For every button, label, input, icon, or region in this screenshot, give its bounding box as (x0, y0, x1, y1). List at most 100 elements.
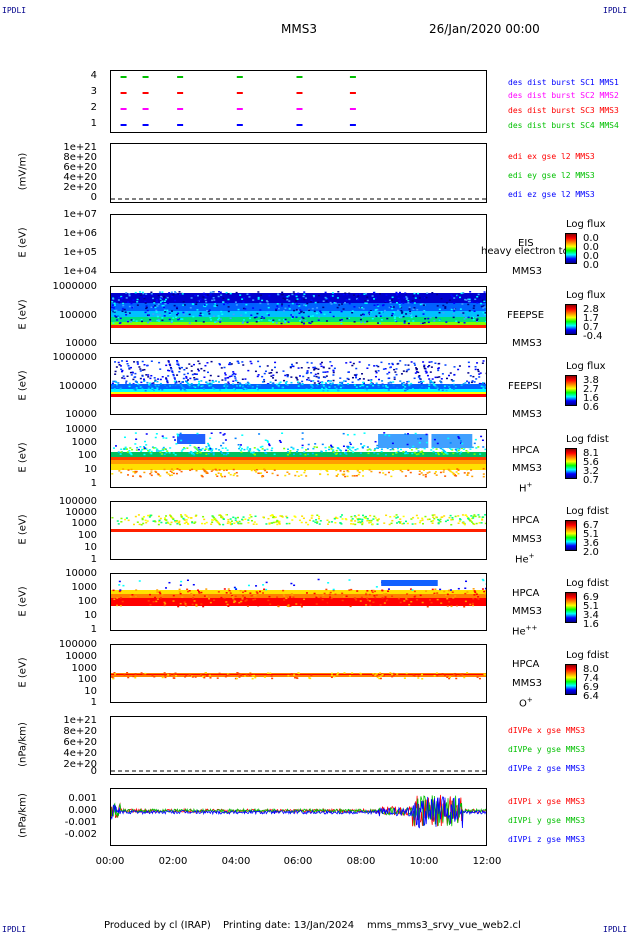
spectrogram-pixel (482, 382, 485, 384)
spectrogram-pixel (206, 382, 209, 385)
spectrogram-pixel (318, 382, 321, 385)
tick-label: -0.002 (64, 829, 97, 840)
spectrogram-pixel (116, 597, 119, 599)
spectrogram-pixel (264, 439, 267, 441)
spectrogram-pixel (380, 318, 383, 321)
spectrogram-pixel (205, 446, 208, 448)
tick-label: 10000 (65, 568, 97, 579)
spectrogram-pixel (410, 518, 413, 520)
spectrogram-pixel (133, 388, 136, 391)
spectrogram-pixel (326, 298, 329, 300)
burst-marker (296, 108, 303, 110)
spectrogram-pixel (345, 299, 348, 301)
spacecraft-label: MMS3 (512, 534, 542, 545)
spectrogram-pixel (238, 601, 241, 604)
spectrogram-pixel (361, 520, 364, 523)
spectrogram-pixel (201, 675, 204, 678)
spectrogram-pixel (371, 317, 374, 320)
spectrogram-pixel (329, 301, 332, 304)
spectrogram-pixel (160, 449, 163, 452)
spectrogram-pixel (430, 601, 433, 604)
spectrogram-pixel (361, 384, 364, 386)
spectrogram-pixel (173, 377, 176, 379)
spectrogram-pixel (193, 522, 196, 525)
spectrogram-pixel (285, 380, 288, 383)
spectrogram-pixel (263, 378, 266, 381)
spectrogram-pixel (470, 515, 473, 517)
spectrogram-pixel (213, 599, 216, 601)
spectrogram-pixel (413, 362, 416, 365)
spectrogram-pixel (168, 312, 171, 314)
spectrogram-pixel (152, 300, 155, 303)
spectrogram-pixel (235, 380, 238, 382)
spectrogram-pixel (203, 522, 206, 525)
spectrogram-pixel (119, 589, 122, 591)
tick-label: 10000 (65, 338, 97, 349)
spectrogram-pixel (196, 452, 199, 455)
spectrogram-pixel (222, 301, 225, 303)
spectrogram-pixel (193, 378, 196, 381)
spectrogram-pixel (267, 306, 270, 309)
spectrogram-pixel (197, 360, 200, 362)
spectrogram-pixel (376, 447, 379, 449)
spectrogram-pixel (244, 308, 247, 310)
spectrogram-pixel (295, 362, 298, 364)
spectrogram-pixel (147, 449, 150, 452)
spectrogram-pixel (171, 320, 174, 322)
spectrogram-pixel (481, 518, 484, 520)
spectrogram-pixel (161, 317, 164, 319)
spectrogram-pixel (365, 592, 368, 594)
spectrogram-pixel (172, 373, 175, 376)
spectrogram-pixel (169, 514, 172, 516)
spectrogram-pixel (368, 522, 371, 524)
spectrogram-pixel (400, 316, 403, 319)
spectrogram-pixel (143, 453, 146, 456)
spectrogram-pixel (379, 604, 382, 606)
spectrogram-pixel (394, 320, 397, 322)
spectrogram-pixel (430, 380, 433, 383)
spectrogram-pixel (237, 443, 240, 446)
spectrogram-pixel (126, 375, 129, 378)
spectrogram-pixel (393, 316, 396, 318)
burst-marker (177, 92, 184, 94)
spectrogram-pixel (150, 471, 153, 473)
spectrogram-pixel (316, 446, 319, 449)
spectrogram-pixel (266, 672, 269, 674)
spectrogram-pixel (195, 301, 198, 304)
spectrogram-pixel (128, 382, 131, 385)
spectrogram-pixel (443, 385, 446, 387)
spectrogram-pixel (337, 389, 340, 392)
spectrogram-pixel (407, 469, 410, 472)
spectrogram-pixel (401, 315, 404, 317)
spectrogram-pixel (386, 386, 389, 389)
spectrogram-pixel (361, 523, 364, 526)
spectrogram-pixel (484, 312, 486, 314)
spectrogram-pixel (207, 448, 210, 450)
spectrogram-pixel (472, 316, 475, 319)
spectrogram-pixel (366, 519, 369, 522)
spectrogram-pixel (158, 519, 161, 522)
spectrogram-pixel (203, 676, 206, 679)
spectrogram-pixel (367, 452, 370, 455)
spectrogram-pixel (218, 363, 221, 366)
spectrogram-pixel (428, 361, 431, 363)
spectrogram-pixel (453, 297, 456, 299)
spectrogram-pixel (136, 304, 139, 306)
spectrogram-pixel (330, 365, 333, 367)
spectrogram-pixel (244, 378, 247, 380)
spectrogram-pixel (340, 322, 343, 325)
spectrogram-pixel (446, 676, 449, 679)
spectrogram-pixel (175, 306, 178, 309)
spectrogram-pixel (308, 309, 311, 312)
spectrogram-pixel (163, 604, 166, 607)
spectrogram-pixel (169, 447, 172, 449)
spectrogram-pixel (359, 518, 362, 520)
spectrogram-pixel (217, 295, 220, 298)
spectrogram-pixel (168, 369, 171, 372)
spectrogram-pixel (473, 310, 476, 312)
spectrogram-pixel (324, 371, 327, 373)
spectrogram-pixel (232, 597, 235, 600)
spectrogram-pixel (391, 312, 394, 315)
spectrogram-pixel (362, 313, 365, 316)
spectrogram-pixel (198, 448, 201, 451)
